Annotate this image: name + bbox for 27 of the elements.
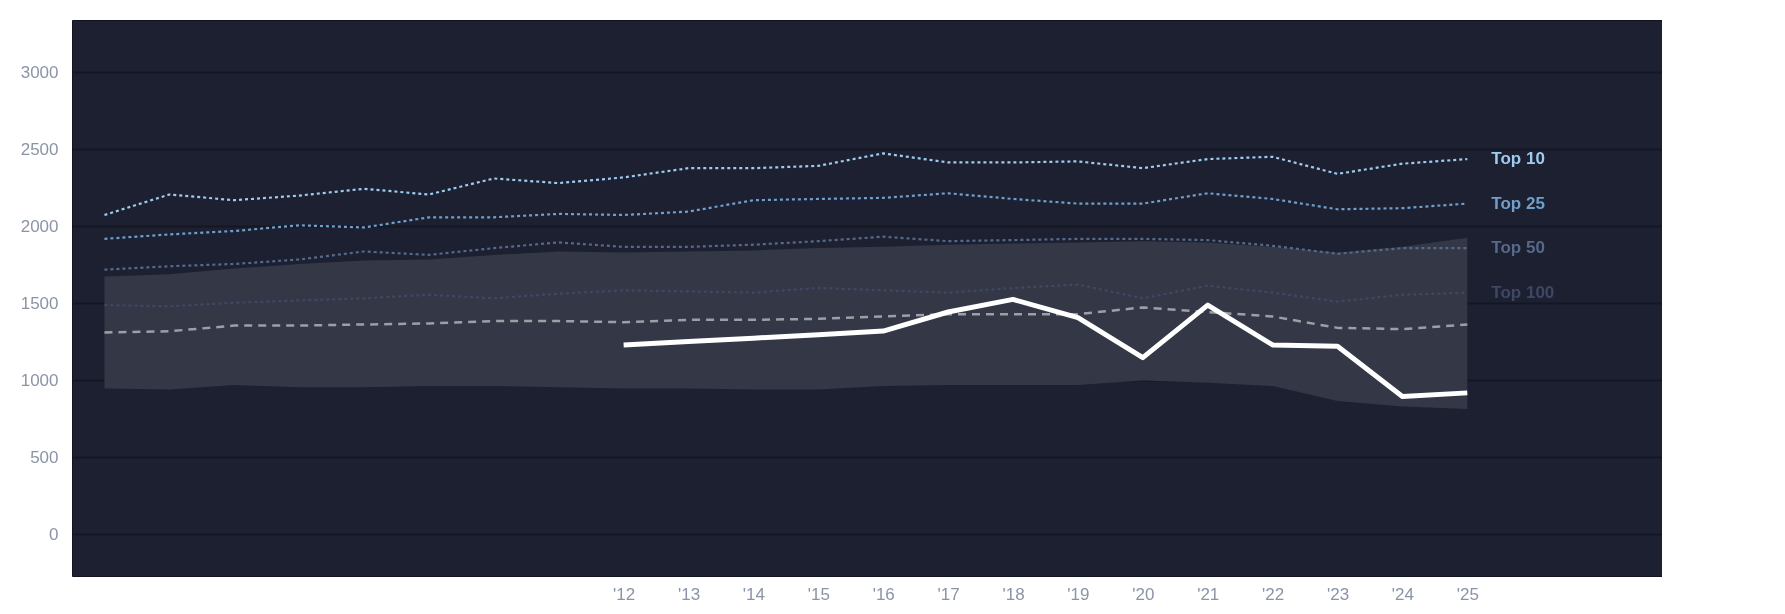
- x-tick-label: '20: [1132, 584, 1155, 604]
- series-label: Top 10: [1491, 149, 1545, 169]
- x-tick-label: '14: [742, 584, 766, 604]
- series-label: Top 25: [1491, 193, 1545, 213]
- line-series: [103, 306, 1469, 334]
- line-series: [103, 235, 1469, 271]
- x-tick-label: '23: [1326, 584, 1350, 604]
- x-tick-label: '22: [1262, 584, 1285, 604]
- x-tick-label: '18: [1002, 584, 1025, 604]
- x-tick-label: '15: [807, 584, 830, 604]
- y-tick-label: 1500: [20, 293, 59, 313]
- x-tick-label: '25: [1456, 584, 1479, 604]
- y-tick-label: 2500: [20, 139, 59, 159]
- y-tick-label: 500: [30, 447, 59, 467]
- x-tick-label: '16: [872, 584, 895, 604]
- x-tick-label: '19: [1067, 584, 1090, 604]
- series-label: Top 50: [1491, 238, 1545, 258]
- x-tick-label: '13: [677, 584, 701, 604]
- x-tick-label: '12: [613, 584, 636, 604]
- y-tick-label: 1000: [20, 370, 59, 390]
- x-tick-label: '24: [1391, 584, 1414, 604]
- y-tick-label: 3000: [20, 62, 59, 82]
- y-tick-label: 2000: [20, 216, 59, 236]
- x-tick-label: '17: [937, 584, 960, 604]
- line-series: [103, 152, 1469, 217]
- y-tick-label: 0: [49, 524, 59, 544]
- x-tick-label: '21: [1197, 584, 1220, 604]
